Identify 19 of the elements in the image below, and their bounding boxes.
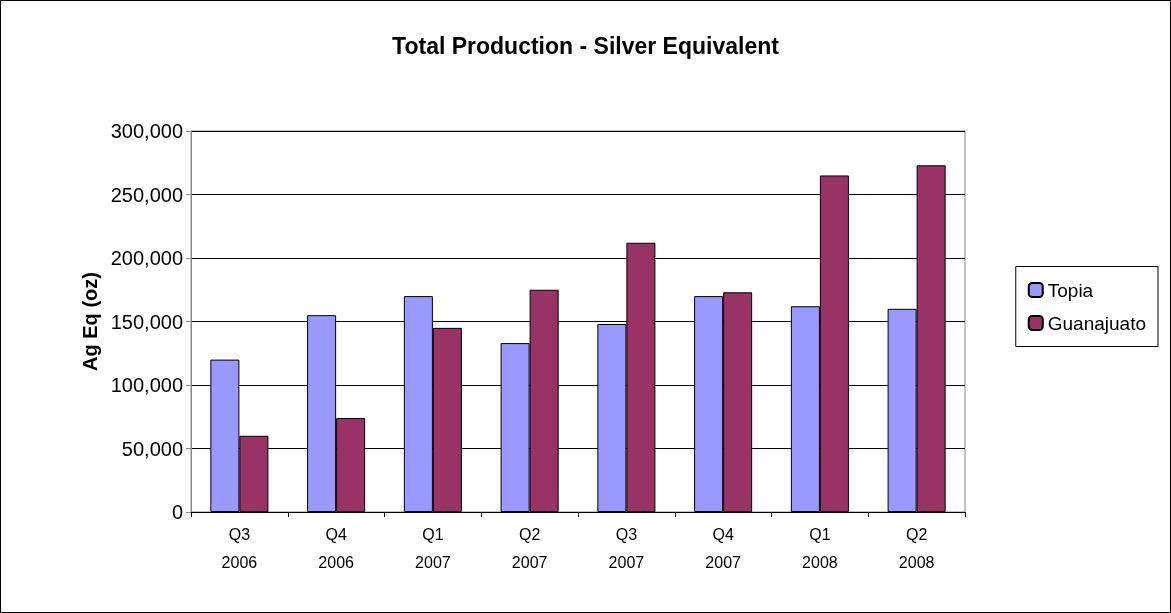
- y-tick-label: 300,000: [110, 120, 183, 142]
- y-tick-label: 150,000: [110, 310, 183, 333]
- chart-title: Total Production - Silver Equivalent: [392, 32, 780, 59]
- x-tick-label: Q3 2006: [221, 525, 258, 571]
- legend-label: Topia: [1047, 279, 1094, 301]
- legend-label: Guanajuato: [1047, 312, 1146, 334]
- x-tick-label: Q2 2008: [898, 525, 935, 571]
- y-tick-label: 200,000: [110, 247, 183, 269]
- x-tick-label: Q3 2007: [608, 525, 645, 571]
- x-tick-label: Q1 2008: [802, 525, 838, 571]
- x-tick-label: Q1 2007: [415, 525, 451, 571]
- x-tick-label: Q4 2007: [705, 525, 742, 571]
- y-tick-label: 0: [171, 501, 183, 523]
- x-tick-label: Q2 2007: [511, 525, 548, 571]
- y-tick-label: 100,000: [110, 374, 183, 396]
- y-tick-label: 50,000: [121, 437, 183, 460]
- x-tick-label: Q4 2006: [318, 525, 355, 571]
- y-tick-label: 250,000: [110, 183, 183, 206]
- y-axis-title: Ag Eq (oz): [78, 272, 101, 371]
